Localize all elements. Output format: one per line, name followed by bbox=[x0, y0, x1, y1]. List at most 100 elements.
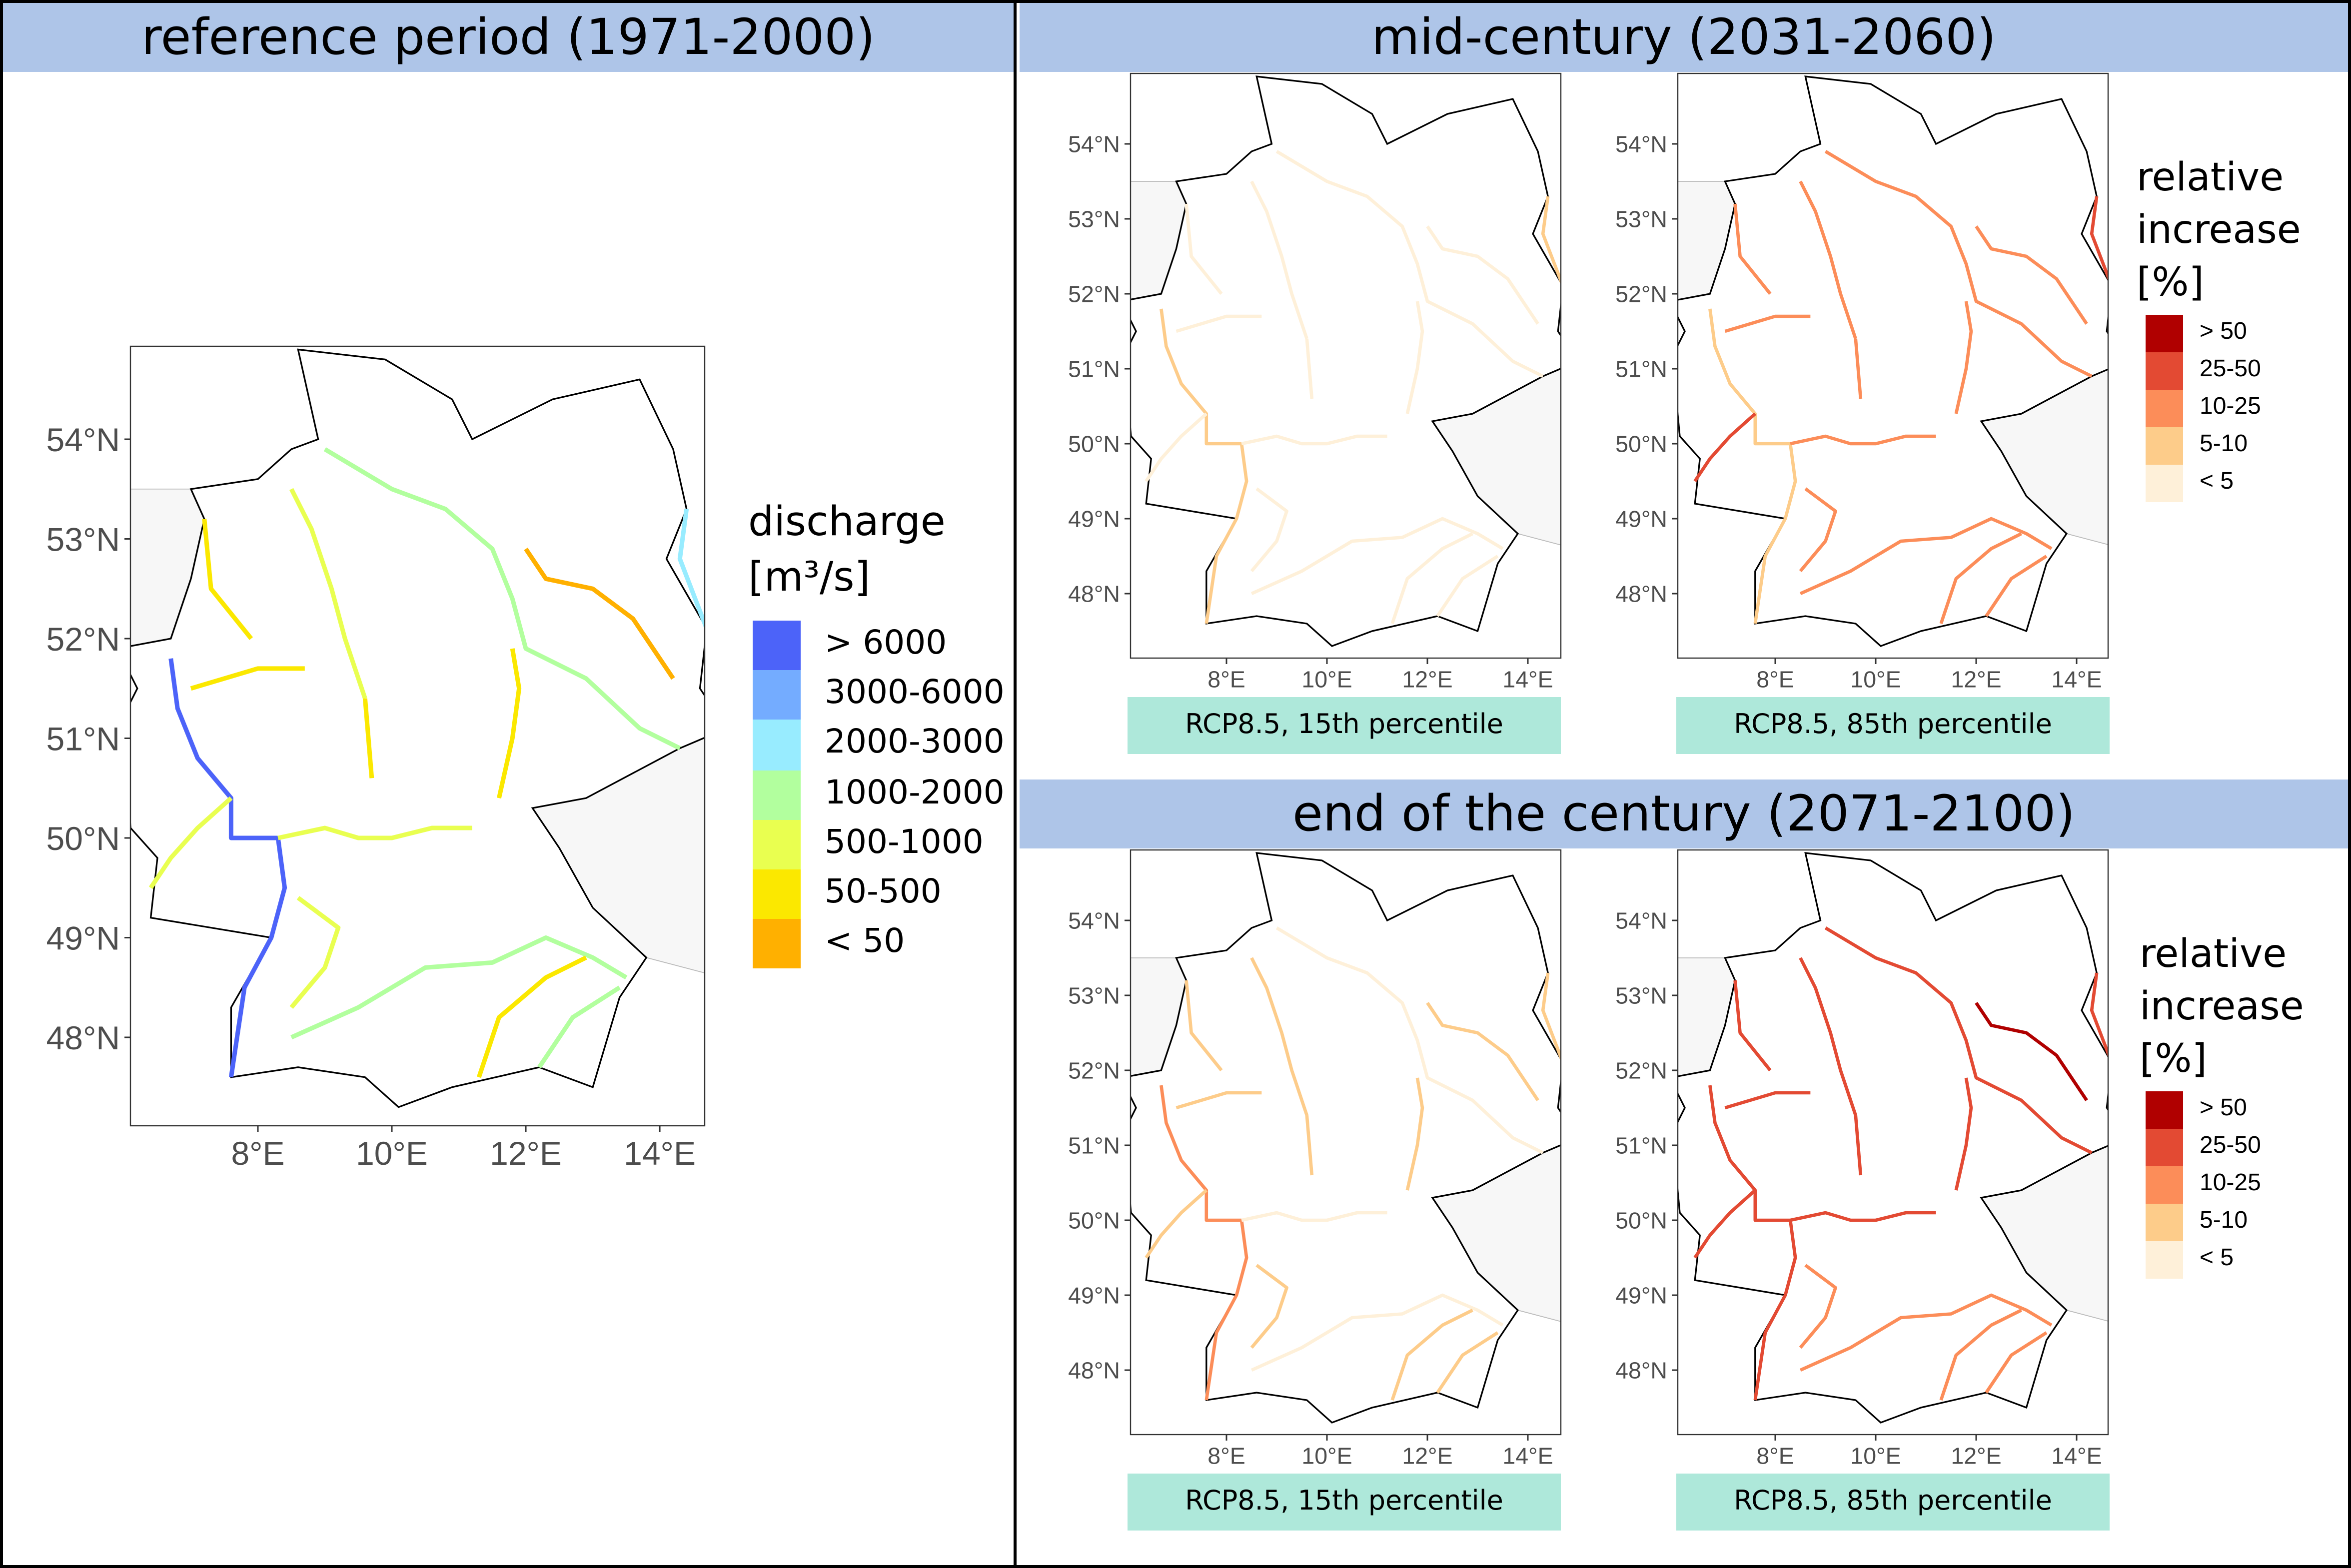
river-havel-spree bbox=[1426, 1002, 1539, 1101]
river-oder bbox=[2090, 196, 2108, 282]
germany-outline bbox=[1131, 75, 1561, 647]
legend-swatch bbox=[2146, 315, 2183, 352]
lat-tick-label: 48°N bbox=[46, 1019, 120, 1056]
lat-tick-label: 52°N bbox=[1615, 281, 1667, 307]
lat-tick-label: 49°N bbox=[1068, 506, 1120, 532]
lon-tick-label: 14°E bbox=[2051, 667, 2102, 693]
river-mosel bbox=[1693, 412, 1757, 482]
river-saale bbox=[1405, 1077, 1424, 1191]
germany-outline bbox=[1678, 75, 2108, 647]
river-danube bbox=[1250, 517, 1504, 596]
river-main bbox=[1241, 434, 1387, 446]
lon-tick-label: 12°E bbox=[1951, 667, 2001, 693]
river-saale bbox=[1954, 301, 1973, 414]
legend-title: discharge bbox=[748, 499, 946, 546]
panel-divider bbox=[1014, 0, 1017, 1568]
river-elbe bbox=[323, 447, 681, 751]
lat-tick-label: 50°N bbox=[1068, 431, 1120, 457]
river-ems bbox=[1184, 980, 1223, 1072]
river-elbe bbox=[1824, 150, 2093, 378]
lon-tick-label: 10°E bbox=[1850, 1443, 1901, 1469]
river-inn bbox=[1985, 555, 2048, 617]
legend-swatch bbox=[2146, 1166, 2183, 1204]
legend-label: 2000-3000 bbox=[825, 725, 1005, 763]
lon-tick-label: 14°E bbox=[624, 1135, 696, 1172]
river-neckar bbox=[1799, 487, 1837, 573]
legend-label: < 50 bbox=[825, 923, 905, 961]
lat-tick-label: 54°N bbox=[1615, 131, 1667, 157]
legend-label: 50-500 bbox=[825, 874, 942, 911]
lat-tick-label: 53°N bbox=[1615, 983, 1667, 1009]
lon-tick-label: 8°E bbox=[1207, 667, 1245, 693]
legend-label: 1000-2000 bbox=[825, 774, 1005, 812]
lat-tick-label: 50°N bbox=[46, 820, 120, 857]
lon-tick-label: 14°E bbox=[2051, 1443, 2102, 1469]
lat-tick-label: 51°N bbox=[1615, 356, 1667, 382]
river-havel-spree bbox=[1426, 225, 1539, 325]
lat-tick-label: 49°N bbox=[1068, 1283, 1120, 1309]
lat-tick-label: 53°N bbox=[1068, 983, 1120, 1009]
legend-unit: [m³/s] bbox=[748, 555, 871, 601]
river-isar bbox=[1390, 532, 1473, 625]
river-rhine bbox=[1708, 1085, 1797, 1401]
river-weser bbox=[1250, 180, 1308, 340]
legend-swatch bbox=[2146, 390, 2183, 427]
lat-tick-label: 49°N bbox=[1615, 506, 1667, 532]
germany-outline bbox=[1678, 852, 2108, 1424]
lat-tick-label: 50°N bbox=[1068, 1208, 1120, 1234]
river-ems bbox=[1733, 980, 1772, 1072]
lon-tick-label: 12°E bbox=[1402, 1443, 1452, 1469]
river-isar bbox=[1939, 1309, 2022, 1401]
river-lippe bbox=[1176, 314, 1262, 333]
river-fulda bbox=[362, 698, 374, 779]
legend-label: > 6000 bbox=[825, 625, 947, 663]
mid-century-title: mid-century (2031-2060) bbox=[1020, 3, 2348, 72]
lat-tick-label: 53°N bbox=[1615, 206, 1667, 232]
lon-tick-label: 8°E bbox=[1756, 1443, 1794, 1469]
river-main bbox=[1790, 434, 1936, 446]
plot-border bbox=[1677, 72, 2109, 659]
legend-title: increase bbox=[2140, 985, 2304, 1030]
river-oder bbox=[677, 509, 705, 630]
river-main bbox=[1241, 1211, 1387, 1222]
river-inn bbox=[1985, 1331, 2048, 1394]
reference-title: reference period (1971-2000) bbox=[3, 3, 1014, 72]
lon-tick-label: 14°E bbox=[1502, 1443, 1553, 1469]
river-ems bbox=[1184, 203, 1223, 295]
legend-swatch bbox=[2146, 465, 2183, 502]
lat-tick-label: 51°N bbox=[1615, 1133, 1667, 1159]
river-weser bbox=[1799, 180, 1857, 340]
river-oder bbox=[1541, 972, 1561, 1062]
lon-tick-label: 10°E bbox=[356, 1135, 428, 1172]
lat-tick-label: 52°N bbox=[1615, 1058, 1667, 1084]
plot-border bbox=[1677, 849, 2109, 1436]
river-elbe bbox=[1275, 926, 1544, 1154]
river-saale bbox=[497, 648, 522, 799]
lat-tick-label: 49°N bbox=[46, 919, 120, 956]
river-neckar bbox=[1799, 1264, 1837, 1349]
lon-tick-label: 12°E bbox=[1951, 1443, 2001, 1469]
river-isar bbox=[476, 955, 587, 1078]
lat-tick-label: 48°N bbox=[1615, 1358, 1667, 1384]
river-saale bbox=[1405, 301, 1424, 414]
legend-label: 25-50 bbox=[2200, 357, 2261, 382]
germany-outline bbox=[130, 348, 705, 1108]
legend-swatch bbox=[753, 670, 801, 721]
strip-label: RCP8.5, 15th percentile bbox=[1128, 697, 1561, 754]
river-inn bbox=[1436, 1331, 1499, 1394]
legend-swatch bbox=[753, 919, 801, 969]
legend-swatch bbox=[2146, 427, 2183, 465]
legend-swatch bbox=[2146, 352, 2183, 390]
river-rhine bbox=[168, 658, 287, 1078]
legend-swatch bbox=[753, 819, 801, 869]
lat-tick-label: 48°N bbox=[1068, 1358, 1120, 1384]
river-rhine bbox=[1708, 308, 1797, 624]
river-weser bbox=[289, 488, 367, 700]
strip-label: RCP8.5, 85th percentile bbox=[1676, 1474, 2110, 1531]
lat-tick-label: 53°N bbox=[1068, 206, 1120, 232]
legend-label: 500-1000 bbox=[825, 824, 984, 862]
end-century-title: end of the century (2071-2100) bbox=[1020, 780, 2348, 848]
river-isar bbox=[1390, 1309, 1473, 1401]
